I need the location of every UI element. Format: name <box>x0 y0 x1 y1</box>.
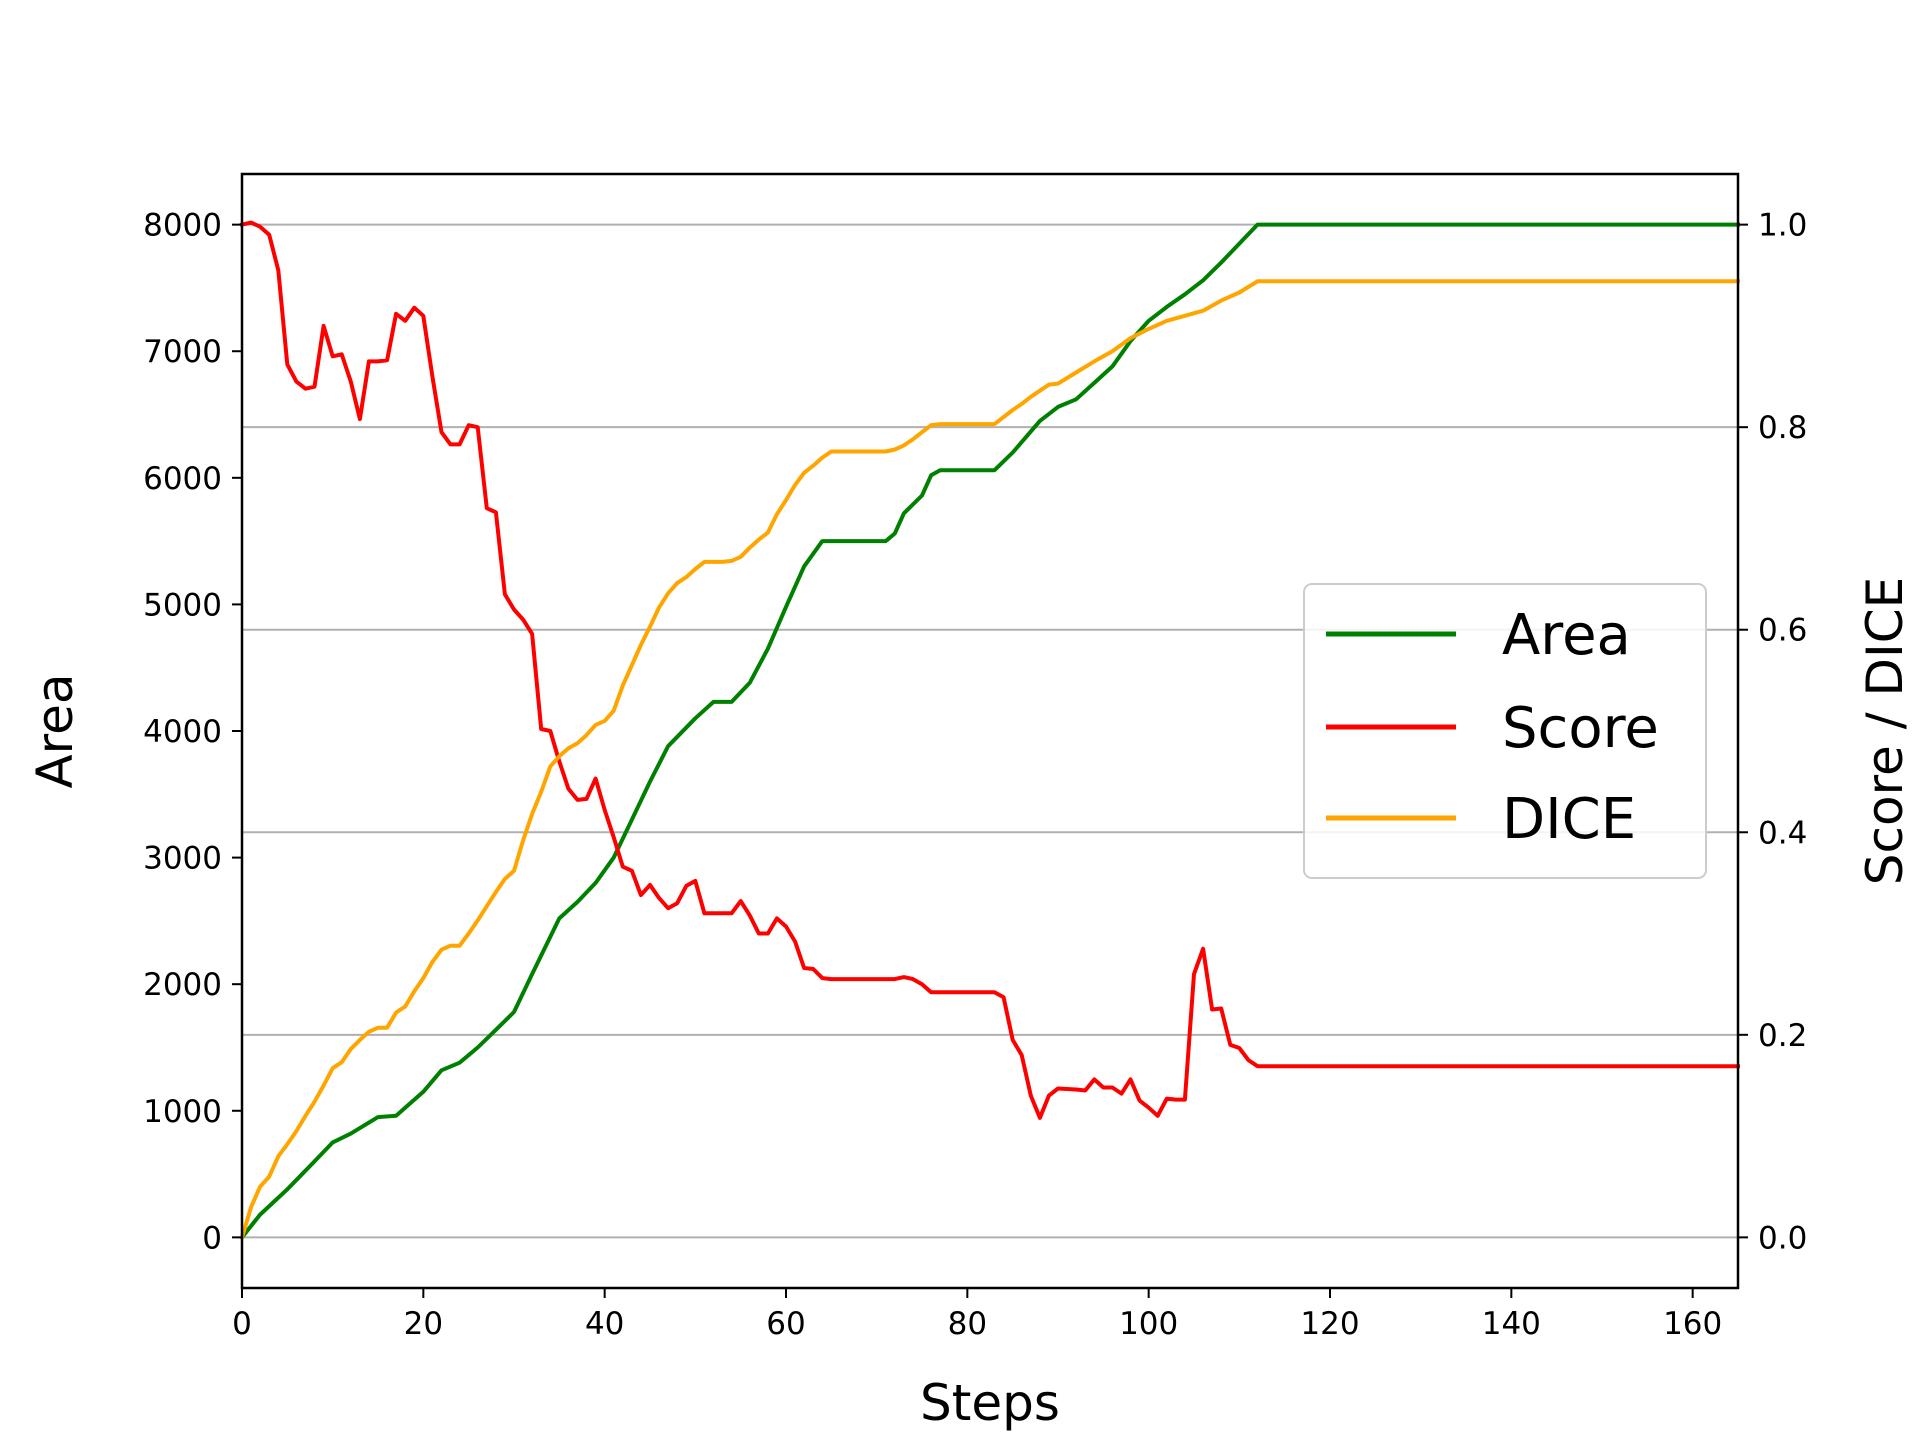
y-axis-left: 0 1000 2000 3000 4000 5000 6000 7000 8000 <box>143 208 242 1256</box>
legend-label-score: Score <box>1502 696 1659 761</box>
y-left-tick-label: 7000 <box>143 334 222 370</box>
y-axis-right-title: Score / DICE <box>1856 577 1914 885</box>
y-axis-right: 0.0 0.2 0.4 0.6 0.8 1.0 <box>1738 208 1807 1256</box>
x-tick-label: 160 <box>1663 1306 1722 1342</box>
series-line-dice <box>239 279 1740 1240</box>
x-tick-label: 0 <box>232 1306 252 1342</box>
y-left-tick-label: 2000 <box>143 967 222 1003</box>
y-right-tick-label: 0.4 <box>1758 815 1807 851</box>
y-right-tick-label: 0.8 <box>1758 410 1807 446</box>
x-tick-label: 20 <box>404 1306 443 1342</box>
legend-frame <box>1303 583 1707 879</box>
x-tick-label: 60 <box>766 1306 805 1342</box>
y-left-tick-label: 3000 <box>143 841 222 877</box>
y-axis-left-title: Area <box>26 673 84 788</box>
y-right-tick-label: 1.0 <box>1758 208 1807 244</box>
legend-label-dice: DICE <box>1502 787 1636 852</box>
x-tick-label: 40 <box>585 1306 624 1342</box>
y-left-tick-label: 6000 <box>143 461 222 497</box>
x-tick-label: 120 <box>1300 1306 1359 1342</box>
y-right-tick-label: 0.2 <box>1758 1018 1807 1054</box>
y-left-tick-label: 5000 <box>143 587 222 623</box>
y-left-tick-label: 4000 <box>143 714 222 750</box>
series-line-area <box>239 222 1740 1241</box>
x-tick-label: 100 <box>1119 1306 1178 1342</box>
y-right-tick-label: 0.6 <box>1758 613 1807 649</box>
y-left-tick-label: 0 <box>202 1220 222 1256</box>
legend-label-area: Area <box>1502 603 1631 668</box>
series-line-score <box>239 220 1740 1120</box>
y-right-tick-label: 0.0 <box>1758 1220 1807 1256</box>
x-axis-title: Steps <box>920 1374 1060 1432</box>
x-tick-label: 80 <box>948 1306 987 1342</box>
x-axis: 0 20 40 60 80 100 120 140 160 <box>232 1288 1722 1342</box>
y-left-tick-label: 1000 <box>143 1094 222 1130</box>
y-left-tick-label: 8000 <box>143 208 222 244</box>
plot-lines <box>239 220 1740 1241</box>
x-tick-label: 140 <box>1482 1306 1541 1342</box>
legend: Area Score DICE <box>1303 583 1707 879</box>
